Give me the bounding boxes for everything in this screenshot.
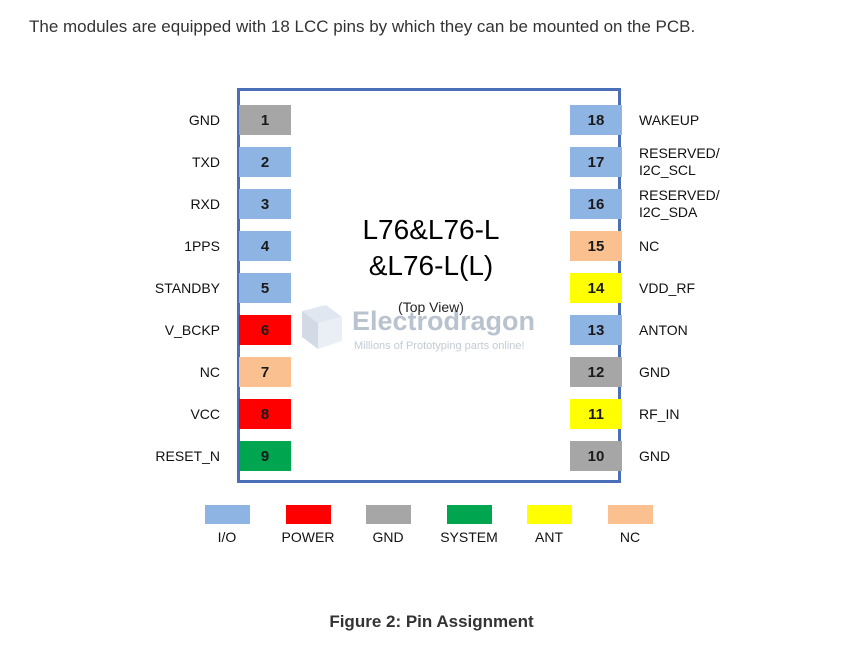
legend-label-ant: ANT bbox=[535, 529, 563, 545]
pin-5: 5 bbox=[239, 273, 291, 303]
pin-label-5: STANDBY bbox=[154, 279, 220, 296]
pin-12: 12 bbox=[570, 357, 622, 387]
pin-16: 16 bbox=[570, 189, 622, 219]
pin-label-11: RF_IN bbox=[639, 405, 680, 422]
pin-label-17: RESERVED/ I2C_SCL bbox=[639, 145, 720, 178]
pin-label-8: VCC bbox=[190, 405, 220, 422]
pin-18: 18 bbox=[570, 105, 622, 135]
pin-7: 7 bbox=[239, 357, 291, 387]
pin-number: 2 bbox=[260, 153, 270, 171]
pin-number: 8 bbox=[260, 405, 270, 423]
legend-label-gnd: GND bbox=[372, 529, 404, 545]
pin-number: 14 bbox=[587, 279, 605, 297]
pin-13: 13 bbox=[570, 315, 622, 345]
pin-number: 7 bbox=[260, 363, 270, 381]
pin-label-4: 1PPS bbox=[184, 237, 220, 254]
pin-label-3: RXD bbox=[190, 195, 220, 212]
pin-label-6: V_BCKP bbox=[164, 321, 220, 338]
pin-label-12: GND bbox=[639, 363, 671, 380]
legend-label-system: SYSTEM bbox=[440, 529, 498, 545]
pin-number: 4 bbox=[260, 237, 270, 255]
pin-number: 1 bbox=[260, 111, 270, 129]
pin-6: 6 bbox=[239, 315, 291, 345]
pin-label-15: NC bbox=[639, 237, 660, 254]
watermark-name: Electrodragon bbox=[352, 306, 536, 336]
pin-number: 16 bbox=[587, 195, 605, 213]
pin-label-13: ANTON bbox=[639, 321, 688, 338]
pin-number: 18 bbox=[587, 111, 605, 129]
legend-swatch-gnd bbox=[366, 505, 411, 524]
legend-swatch-system bbox=[447, 505, 492, 524]
pin-8: 8 bbox=[239, 399, 291, 429]
pin-1: 1 bbox=[239, 105, 291, 135]
legend-swatch-io bbox=[205, 505, 250, 524]
intro-text: The modules are equipped with 18 LCC pin… bbox=[29, 17, 696, 36]
pin-number: 12 bbox=[587, 363, 605, 381]
pin-label-16: RESERVED/ I2C_SDA bbox=[639, 187, 720, 220]
pin-label-9: RESET_N bbox=[155, 447, 220, 464]
pin-number: 15 bbox=[587, 237, 605, 255]
module-outline bbox=[237, 88, 621, 483]
watermark-logo-icon bbox=[296, 303, 348, 360]
pin-label-1: GND bbox=[188, 111, 220, 128]
pin-number: 3 bbox=[260, 195, 270, 213]
pin-label-7: NC bbox=[199, 363, 220, 380]
pin-4: 4 bbox=[239, 231, 291, 261]
module-view-label: (Top View) bbox=[398, 299, 464, 315]
legend-label-nc: NC bbox=[619, 529, 641, 545]
pin-label-2: TXD bbox=[192, 153, 220, 170]
legend-swatch-ant bbox=[527, 505, 572, 524]
legend-swatch-nc bbox=[608, 505, 653, 524]
legend-label-power: POWER bbox=[281, 529, 335, 545]
pin-number: 5 bbox=[260, 279, 270, 297]
legend-label-io: I/O bbox=[217, 529, 237, 545]
pin-label-14: VDD_RF bbox=[639, 279, 696, 296]
pin-14: 14 bbox=[570, 273, 622, 303]
pin-label-18: WAKEUP bbox=[639, 111, 700, 128]
watermark-tagline: Millions of Prototyping parts online! bbox=[354, 340, 525, 352]
pin-number: 11 bbox=[588, 405, 604, 423]
pin-number: 9 bbox=[260, 447, 270, 465]
pin-17: 17 bbox=[570, 147, 622, 177]
legend-swatch-power bbox=[286, 505, 331, 524]
pin-2: 2 bbox=[239, 147, 291, 177]
pin-10: 10 bbox=[570, 441, 622, 471]
pin-3: 3 bbox=[239, 189, 291, 219]
pin-11: 11 bbox=[570, 399, 622, 429]
figure-caption: Figure 2: Pin Assignment bbox=[329, 612, 534, 631]
pin-number: 10 bbox=[587, 447, 605, 465]
module-title: L76&L76-L &L76-L(L) bbox=[362, 214, 500, 281]
pin-label-10: GND bbox=[639, 447, 671, 464]
pin-number: 13 bbox=[587, 321, 605, 339]
pin-number: 6 bbox=[260, 321, 270, 339]
pin-number: 17 bbox=[587, 153, 605, 171]
pin-9: 9 bbox=[239, 441, 291, 471]
pin-15: 15 bbox=[570, 231, 622, 261]
